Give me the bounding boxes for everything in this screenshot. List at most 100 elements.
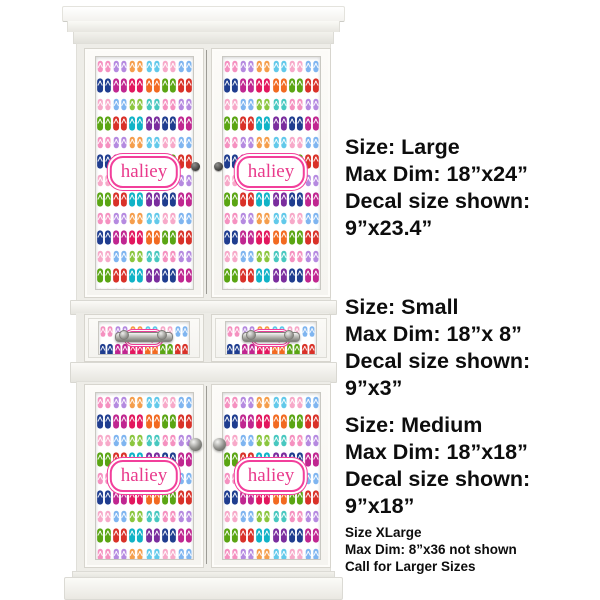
flip-flop-pair-icon: [113, 136, 127, 149]
flip-flop-pair-icon: [289, 434, 303, 447]
flip-flop-pair-icon: [224, 528, 238, 543]
flip-flop-pair-icon: [178, 60, 192, 73]
flip-flop-pair-icon: [113, 212, 127, 225]
flip-flop-row: [223, 431, 320, 450]
flip-flop-pair-icon: [113, 268, 128, 283]
flip-flop-row: [96, 133, 193, 152]
flip-flop-row: [223, 228, 320, 247]
flip-flop-row: [96, 431, 193, 450]
lower-right-door-knob: [213, 438, 226, 451]
footnote-line: Size XLarge: [345, 525, 422, 540]
flip-flop-pair-icon: [256, 548, 270, 559]
flip-flop-pair-icon: [162, 212, 176, 225]
flip-flop-pair-icon: [178, 472, 192, 485]
flip-flop-pair-icon: [145, 414, 160, 429]
flip-flop-pair-icon: [273, 98, 287, 111]
flip-flop-pair-icon: [178, 490, 192, 505]
size-info-xlarge-footnote: Size XLarge Max Dim: 8”x36 not shown Cal…: [345, 524, 597, 575]
footnote-line: Call for Larger Sizes: [345, 559, 476, 574]
flip-flop-pair-icon: [240, 528, 255, 543]
flip-flop-pair-icon: [97, 414, 111, 429]
flip-flop-row: [223, 76, 320, 95]
flip-flop-pair-icon: [178, 98, 192, 111]
flip-flop-pair-icon: [113, 250, 127, 263]
flip-flop-pair-icon: [162, 98, 176, 111]
flip-flop-row: [96, 114, 193, 133]
flip-flop-pair-icon: [97, 116, 111, 131]
flip-flop-pair-icon: [305, 528, 319, 543]
crown-molding-top: [62, 6, 345, 22]
flip-flop-pair-icon: [256, 116, 271, 131]
flip-flop-pair-icon: [305, 230, 319, 245]
flip-flop-pair-icon: [272, 490, 287, 505]
handle-post: [119, 330, 129, 340]
flip-flop-pair-icon: [240, 192, 255, 207]
flip-flop-pair-icon: [178, 212, 192, 225]
flip-flop-row: [96, 247, 193, 266]
flip-flop-pair-icon: [240, 60, 254, 73]
flip-flop-pair-icon: [113, 548, 127, 559]
size-line: Max Dim: 18”x18”: [345, 440, 528, 464]
personalized-name: haliey: [247, 161, 295, 182]
flip-flop-row: [226, 341, 316, 354]
flip-flop-pair-icon: [178, 268, 192, 283]
flip-flop-pair-icon: [305, 154, 319, 169]
personalized-name: haliey: [120, 465, 168, 486]
size-line: Max Dim: 18”x 8”: [345, 322, 522, 346]
flip-flop-pair-icon: [113, 434, 127, 447]
flip-flop-pair-icon: [160, 343, 173, 354]
flip-flop-pair-icon: [115, 343, 128, 354]
flip-flop-pair-icon: [288, 528, 303, 543]
flip-flop-pair-icon: [129, 528, 144, 543]
upper-right-door-knob: [214, 162, 223, 171]
flip-flop-pair-icon: [273, 136, 287, 149]
flip-flop-pair-icon: [129, 192, 144, 207]
flip-flop-pair-icon: [288, 192, 303, 207]
flip-flop-pair-icon: [97, 510, 111, 523]
flip-flop-pair-icon: [162, 136, 176, 149]
flip-flop-pair-icon: [178, 116, 192, 131]
flip-flop-pair-icon: [97, 212, 111, 225]
flip-flop-pair-icon: [305, 60, 319, 73]
flip-flop-pair-icon: [146, 434, 160, 447]
flip-flop-pair-icon: [305, 548, 319, 559]
flip-flop-pair-icon: [129, 548, 143, 559]
flip-flop-pair-icon: [97, 250, 111, 263]
lower-left-door: haliey: [84, 384, 204, 568]
handle-post: [246, 330, 256, 340]
flip-flop-row: [96, 95, 193, 114]
flip-flop-pair-icon: [97, 136, 111, 149]
flip-flop-pair-icon: [224, 548, 238, 559]
flip-flop-pair-icon: [224, 396, 238, 409]
flip-flop-pair-icon: [272, 528, 287, 543]
flip-flop-pair-icon: [224, 230, 238, 245]
flip-flop-pair-icon: [256, 212, 270, 225]
handle-bar: [242, 332, 300, 342]
flip-flop-pair-icon: [256, 510, 270, 523]
flip-flop-pair-icon: [146, 136, 160, 149]
personalized-name: haliey: [247, 465, 295, 486]
flip-flop-pair-icon: [305, 78, 319, 93]
flip-flop-pair-icon: [305, 396, 319, 409]
upper-right-door: haliey: [211, 48, 331, 298]
flip-flop-pair-icon: [290, 288, 301, 289]
lower-door-gap: [206, 386, 207, 564]
flip-flop-pair-icon: [129, 396, 143, 409]
flip-flop-pair-icon: [224, 98, 238, 111]
flip-flop-pair-icon: [97, 60, 111, 73]
flip-flop-row: [223, 266, 320, 285]
flip-flop-pair-icon: [146, 98, 160, 111]
name-plaque: haliey: [109, 156, 179, 188]
flip-flop-row: [96, 190, 193, 209]
flip-flop-pair-icon: [129, 268, 144, 283]
flip-flop-pair-icon: [240, 136, 254, 149]
flip-flop-pair-icon: [305, 414, 319, 429]
size-line: Size: Medium: [345, 413, 483, 437]
flip-flop-pair-icon: [178, 452, 192, 467]
flip-flop-pair-icon: [240, 98, 254, 111]
flip-flop-pair-icon: [146, 212, 160, 225]
flip-flop-pair-icon: [129, 78, 144, 93]
flip-flop-row: [96, 76, 193, 95]
flip-flop-pair-icon: [97, 174, 111, 187]
